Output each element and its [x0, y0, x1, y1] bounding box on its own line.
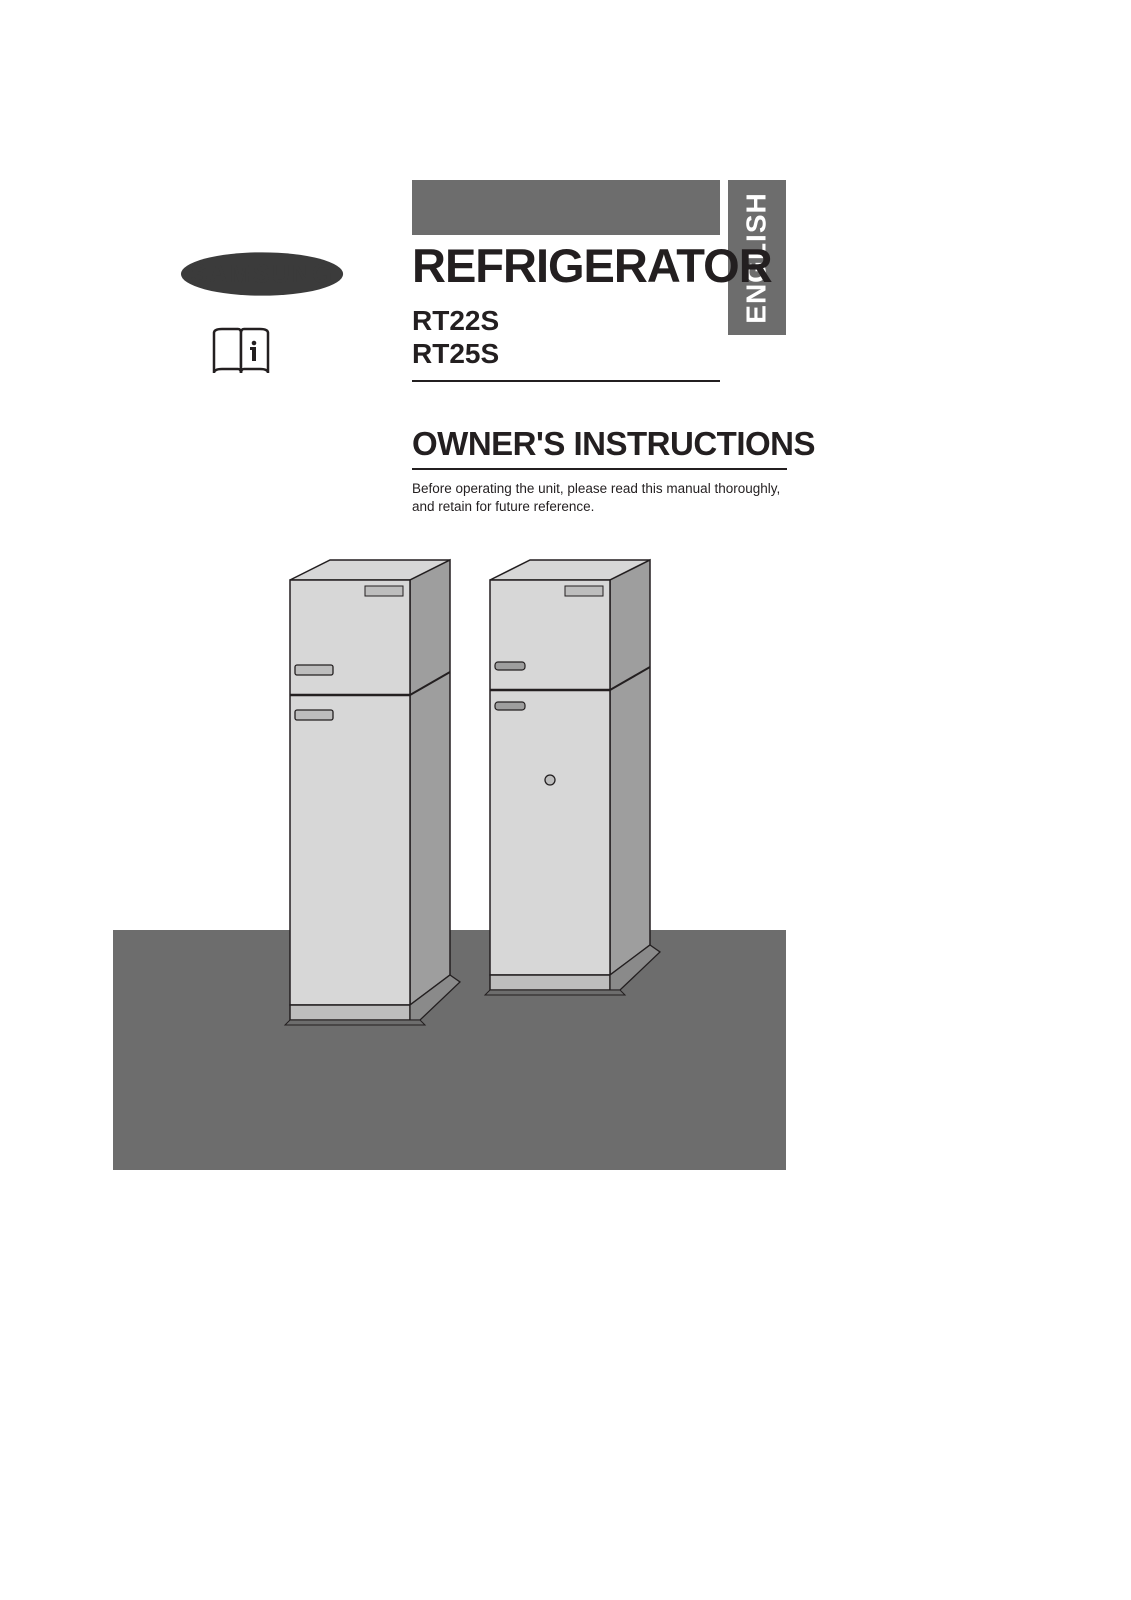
manual-book-icon — [210, 325, 272, 380]
refrigerator-right — [485, 560, 660, 995]
model-number-2: RT25S — [412, 338, 499, 370]
brand-logo: SAMSUNG — [180, 250, 345, 298]
intro-line-2: and retain for future reference. — [412, 499, 594, 514]
refrigerator-illustration — [260, 550, 680, 1050]
model-number-1: RT22S — [412, 305, 499, 337]
document-title-underline — [412, 468, 787, 470]
intro-line-1: Before operating the unit, please read t… — [412, 481, 780, 496]
refrigerator-left — [285, 560, 460, 1025]
product-title: REFRIGERATOR — [412, 238, 772, 293]
manual-cover-page: ENGLISH SAMSUNG REFRIGERATOR RT22S RT25S… — [0, 0, 1131, 1600]
document-title: OWNER'S INSTRUCTIONS — [412, 425, 815, 463]
title-underline — [412, 380, 720, 382]
header-gray-block — [412, 180, 720, 235]
intro-paragraph: Before operating the unit, please read t… — [412, 480, 812, 516]
brand-logo-text: SAMSUNG — [190, 260, 333, 288]
